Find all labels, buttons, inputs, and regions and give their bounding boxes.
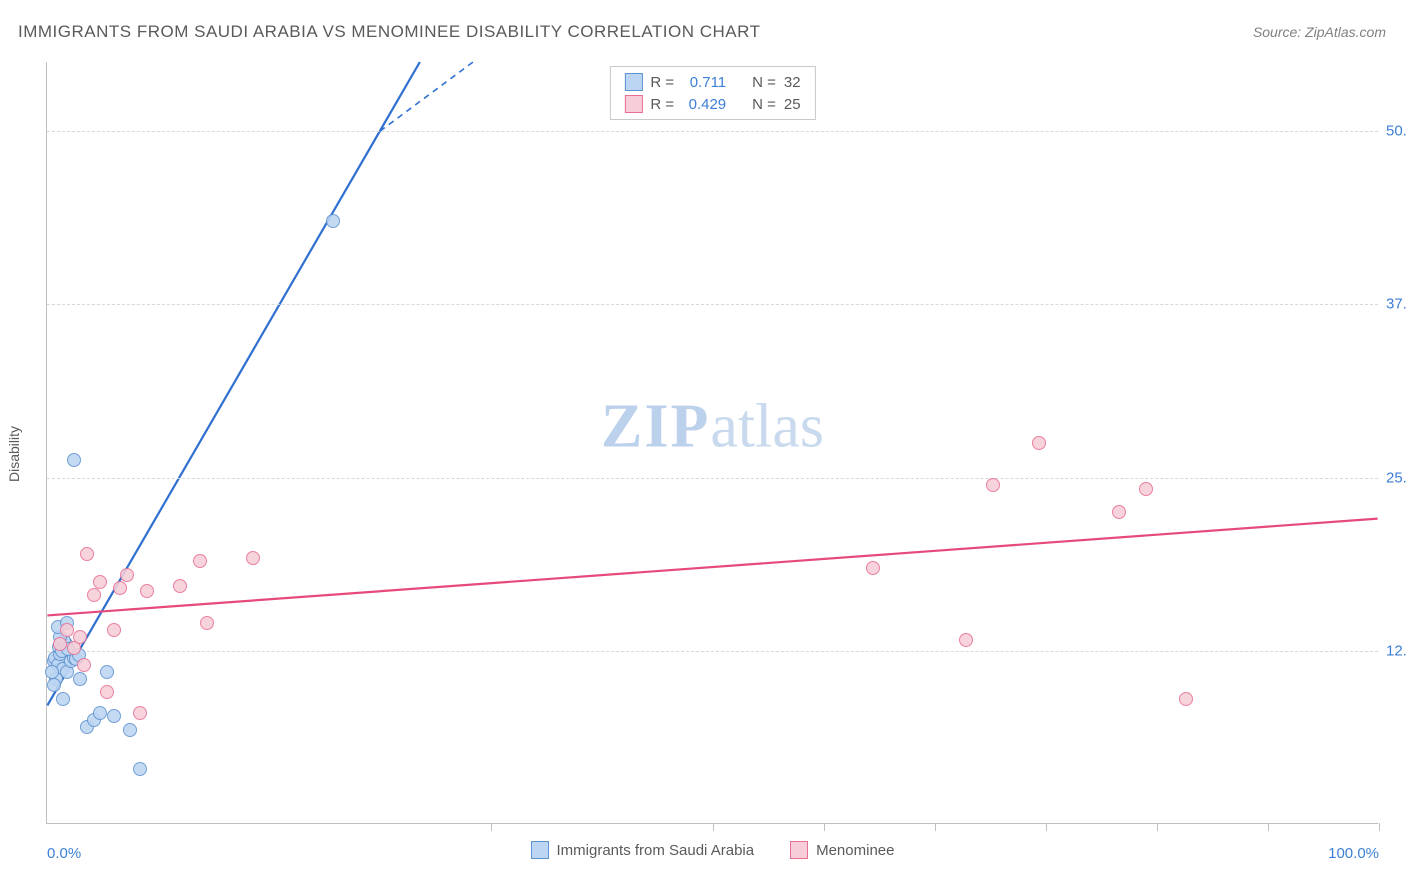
n-value-series-2: 25	[784, 96, 801, 113]
data-point-series-2	[87, 588, 101, 602]
data-point-series-2	[1179, 692, 1193, 706]
data-point-series-1	[47, 678, 61, 692]
x-tick	[1046, 823, 1047, 831]
n-value-series-1: 32	[784, 74, 801, 91]
data-point-series-1	[93, 706, 107, 720]
legend-row-series-1: R = 0.711 N = 32	[610, 71, 814, 93]
data-point-series-2	[1032, 436, 1046, 450]
data-point-series-1	[326, 214, 340, 228]
y-axis-title: Disability	[6, 426, 22, 482]
data-point-series-2	[140, 584, 154, 598]
data-point-series-2	[73, 630, 87, 644]
swatch-series-2	[624, 95, 642, 113]
data-point-series-1	[107, 709, 121, 723]
data-point-series-2	[200, 616, 214, 630]
data-point-series-2	[80, 547, 94, 561]
data-point-series-1	[73, 672, 87, 686]
data-point-series-2	[113, 581, 127, 595]
n-label: N =	[752, 96, 776, 113]
legend-item-series-2: Menominee	[790, 841, 894, 859]
r-value-series-1: 0.711	[682, 74, 726, 91]
x-tick	[1379, 823, 1380, 831]
data-point-series-2	[107, 623, 121, 637]
data-point-series-2	[173, 579, 187, 593]
data-point-series-2	[193, 554, 207, 568]
swatch-series-1	[531, 841, 549, 859]
r-label: R =	[650, 96, 674, 113]
n-label: N =	[752, 74, 776, 91]
data-point-series-2	[93, 575, 107, 589]
legend-item-series-1: Immigrants from Saudi Arabia	[531, 841, 755, 859]
series-1-name: Immigrants from Saudi Arabia	[557, 842, 755, 859]
series-2-name: Menominee	[816, 842, 894, 859]
data-point-series-1	[56, 692, 70, 706]
data-point-series-1	[67, 453, 81, 467]
x-tick-label: 100.0%	[1328, 845, 1379, 862]
legend-row-series-2: R = 0.429 N = 25	[610, 93, 814, 115]
watermark: ZIPatlas	[601, 392, 824, 463]
chart-title: IMMIGRANTS FROM SAUDI ARABIA VS MENOMINE…	[18, 22, 761, 42]
data-point-series-2	[959, 633, 973, 647]
r-label: R =	[650, 74, 674, 91]
data-point-series-1	[133, 762, 147, 776]
x-tick	[1157, 823, 1158, 831]
data-point-series-1	[100, 665, 114, 679]
data-point-series-2	[1112, 505, 1126, 519]
source-attribution: Source: ZipAtlas.com	[1253, 24, 1386, 40]
x-tick	[824, 823, 825, 831]
swatch-series-1	[624, 73, 642, 91]
x-tick-label: 0.0%	[47, 845, 81, 862]
y-tick-label: 12.5%	[1386, 642, 1406, 659]
x-tick	[935, 823, 936, 831]
x-tick	[1268, 823, 1269, 831]
trend-lines-layer	[47, 62, 1378, 823]
data-point-series-2	[866, 561, 880, 575]
r-value-series-2: 0.429	[682, 96, 726, 113]
y-tick-label: 25.0%	[1386, 469, 1406, 486]
y-tick-label: 37.5%	[1386, 296, 1406, 313]
series-legend: Immigrants from Saudi Arabia Menominee	[531, 841, 895, 859]
x-tick	[491, 823, 492, 831]
gridline	[47, 651, 1378, 652]
data-point-series-2	[100, 685, 114, 699]
plot-area: ZIPatlas R = 0.711 N = 32 R = 0.429 N = …	[46, 62, 1378, 824]
swatch-series-2	[790, 841, 808, 859]
data-point-series-2	[986, 478, 1000, 492]
x-tick	[713, 823, 714, 831]
data-point-series-2	[53, 637, 67, 651]
data-point-series-2	[246, 551, 260, 565]
gridline	[47, 131, 1378, 132]
y-tick-label: 50.0%	[1386, 123, 1406, 140]
gridline	[47, 304, 1378, 305]
data-point-series-1	[123, 723, 137, 737]
data-point-series-2	[77, 658, 91, 672]
data-point-series-1	[45, 665, 59, 679]
data-point-series-2	[120, 568, 134, 582]
data-point-series-2	[1139, 482, 1153, 496]
correlation-legend: R = 0.711 N = 32 R = 0.429 N = 25	[609, 66, 815, 120]
data-point-series-2	[133, 706, 147, 720]
data-point-series-2	[60, 623, 74, 637]
gridline	[47, 478, 1378, 479]
